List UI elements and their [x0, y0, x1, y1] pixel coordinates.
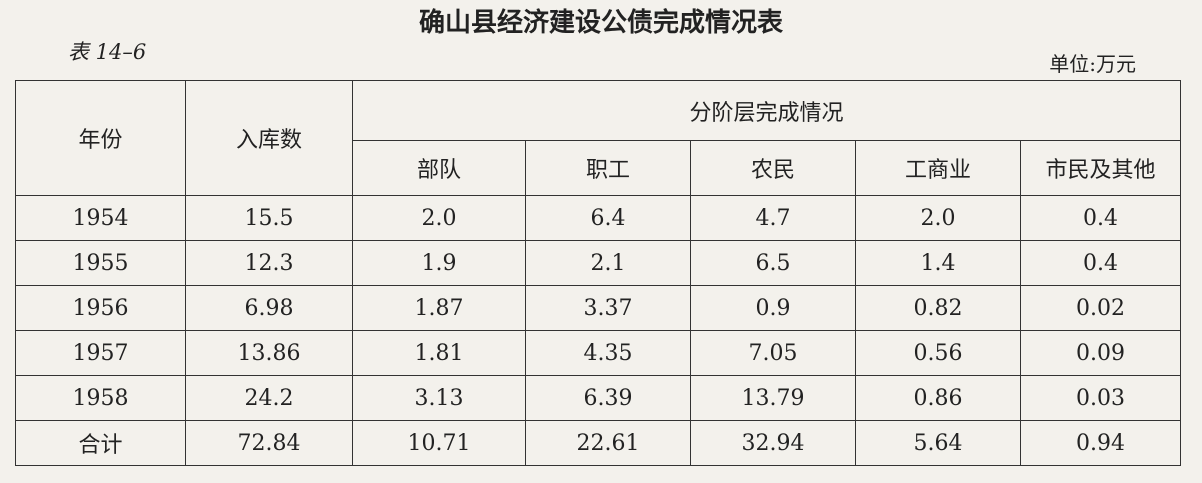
- table-cell: 0.4: [1020, 195, 1181, 241]
- table-cell: 1954: [15, 195, 186, 241]
- table-cell: 4.7: [690, 195, 856, 241]
- table-cell: 0.9: [690, 285, 856, 331]
- table-cell: 6.4: [525, 195, 691, 241]
- table-cell: 4.35: [525, 330, 691, 376]
- table-cell: 0.4: [1020, 240, 1181, 286]
- table-row: 1954 15.5 2.0 6.4 4.7 2.0 0.4: [15, 195, 1181, 241]
- table-cell: 6.39: [525, 375, 691, 421]
- table-cell: 1955: [15, 240, 186, 286]
- table-cell: 5.64: [855, 420, 1021, 466]
- table-cell: 3.13: [352, 375, 526, 421]
- unit: 单位:万元: [1049, 52, 1136, 76]
- table-cell: 0.56: [855, 330, 1021, 376]
- table-cell: 合计: [15, 420, 186, 466]
- header-cell: 工商业: [855, 140, 1021, 196]
- table-cell: 3.37: [525, 285, 691, 331]
- table-cell: 6.5: [690, 240, 856, 286]
- table-cell: 0.82: [855, 285, 1021, 331]
- table-cell: 1.4: [855, 240, 1021, 286]
- table-row: 1958 24.2 3.13 6.39 13.79 0.86 0.03: [15, 375, 1181, 421]
- table-cell: 0.09: [1020, 330, 1181, 376]
- table-cell: 6.98: [185, 285, 353, 331]
- header-cell: 农民: [690, 140, 856, 196]
- table-cell: 72.84: [185, 420, 353, 466]
- header-cell: 市民及其他: [1020, 140, 1181, 196]
- header-cell: 分阶层完成情况: [352, 80, 1181, 141]
- header-cell: 入库数: [185, 80, 353, 196]
- table-cell: 7.05: [690, 330, 856, 376]
- table-cell: 1957: [15, 330, 186, 376]
- table-row: 1956 6.98 1.87 3.37 0.9 0.82 0.02: [15, 285, 1181, 331]
- table: 年份 入库数 分阶层完成情况 部队 职工 农民 工商业 市民及其他 1954 15.5 2.0 6.4…: [15, 80, 1181, 466]
- table-cell: 1956: [15, 285, 186, 331]
- header-cell: 部队: [352, 140, 526, 196]
- table-cell: 1.87: [352, 285, 526, 331]
- table-cell: 1958: [15, 375, 186, 421]
- header-cell: 职工: [525, 140, 691, 196]
- table-cell: 2.0: [352, 195, 526, 241]
- table-cell: 13.79: [690, 375, 856, 421]
- table-row: 年份 入库数 分阶层完成情况: [15, 80, 1181, 196]
- table-cell: 15.5: [185, 195, 353, 241]
- table-cell: 24.2: [185, 375, 353, 421]
- table-cell: 1.81: [352, 330, 526, 376]
- table-cell: 0.02: [1020, 285, 1181, 331]
- table-cell: 2.0: [855, 195, 1021, 241]
- table-cell: 2.1: [525, 240, 691, 286]
- table-label: 表 14–6: [68, 40, 147, 64]
- table-cell: 0.94: [1020, 420, 1181, 466]
- title: 确山县经济建设公债完成情况表: [418, 8, 783, 38]
- table-cell: 1.9: [352, 240, 526, 286]
- table-cell: 12.3: [185, 240, 353, 286]
- table-row: 合计 72.84 10.71 22.61 32.94 5.64 0.94: [15, 420, 1181, 466]
- header-cell: 年份: [15, 80, 186, 196]
- table-cell: 22.61: [525, 420, 691, 466]
- table-cell: 13.86: [185, 330, 353, 376]
- table-row: 1957 13.86 1.81 4.35 7.05 0.56 0.09: [15, 330, 1181, 376]
- table-cell: 0.86: [855, 375, 1021, 421]
- table-cell: 32.94: [690, 420, 856, 466]
- table-cell: 0.03: [1020, 375, 1181, 421]
- table-cell: 10.71: [352, 420, 526, 466]
- table-row: 1955 12.3 1.9 2.1 6.5 1.4 0.4: [15, 240, 1181, 286]
